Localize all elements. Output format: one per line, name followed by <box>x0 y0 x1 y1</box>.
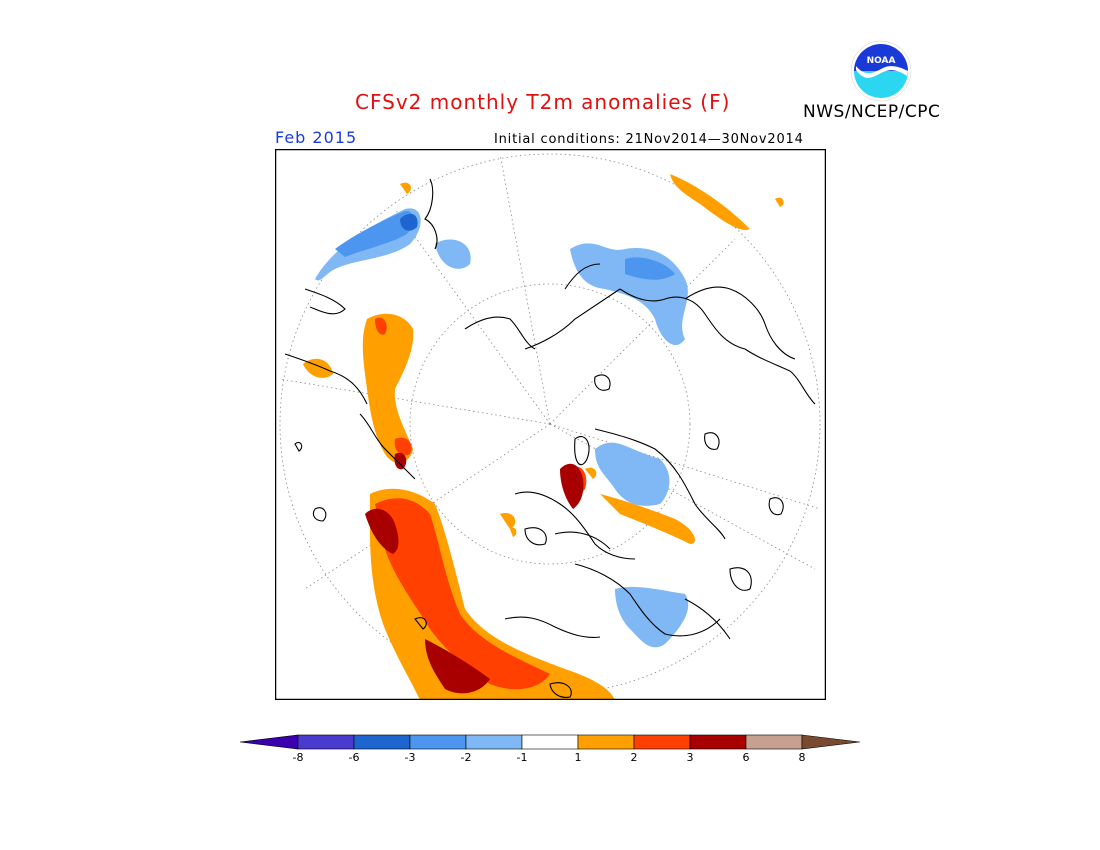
noaa-logo: NOAA <box>850 40 912 102</box>
warm-anomalies-extreme <box>365 452 584 694</box>
colorbar-arrow-right <box>801 734 860 750</box>
agency-label: NWS/NCEP/CPC <box>803 102 941 122</box>
colorbar-label: -1 <box>517 751 528 764</box>
valid-month: Feb 2015 <box>275 128 358 147</box>
colorbar-label: 6 <box>743 751 750 764</box>
colorbar-label: 8 <box>799 751 806 764</box>
initial-conditions: Initial conditions: 21Nov2014—30Nov2014 <box>494 132 804 147</box>
colorbar-swatch <box>409 734 467 750</box>
map-title: CFSv2 monthly T2m anomalies (F) <box>355 90 731 114</box>
colorbar-swatch <box>465 734 523 750</box>
colorbar-label: 1 <box>575 751 582 764</box>
colorbar-label: 3 <box>687 751 694 764</box>
colorbar-label: -8 <box>293 751 304 764</box>
colorbar-arrow-left <box>240 734 299 750</box>
colorbar-label: -2 <box>461 751 472 764</box>
colorbar-label: 2 <box>631 751 638 764</box>
colorbar-swatch <box>353 734 411 750</box>
colorbar-swatch <box>745 734 803 750</box>
logo-text: NOAA <box>867 56 896 66</box>
colorbar-label: -3 <box>405 751 416 764</box>
polar-map <box>275 149 826 700</box>
cool-anomalies-strong <box>335 210 675 280</box>
colorbar: -8 -6 -3 -2 -1 1 2 3 6 8 <box>240 734 860 764</box>
colorbar-swatch <box>521 734 579 750</box>
colorbar-swatch <box>633 734 691 750</box>
coastlines <box>284 178 816 698</box>
colorbar-swatch <box>297 734 355 750</box>
colorbar-swatch <box>577 734 635 750</box>
colorbar-swatch <box>689 734 747 750</box>
colorbar-label: -6 <box>349 751 360 764</box>
